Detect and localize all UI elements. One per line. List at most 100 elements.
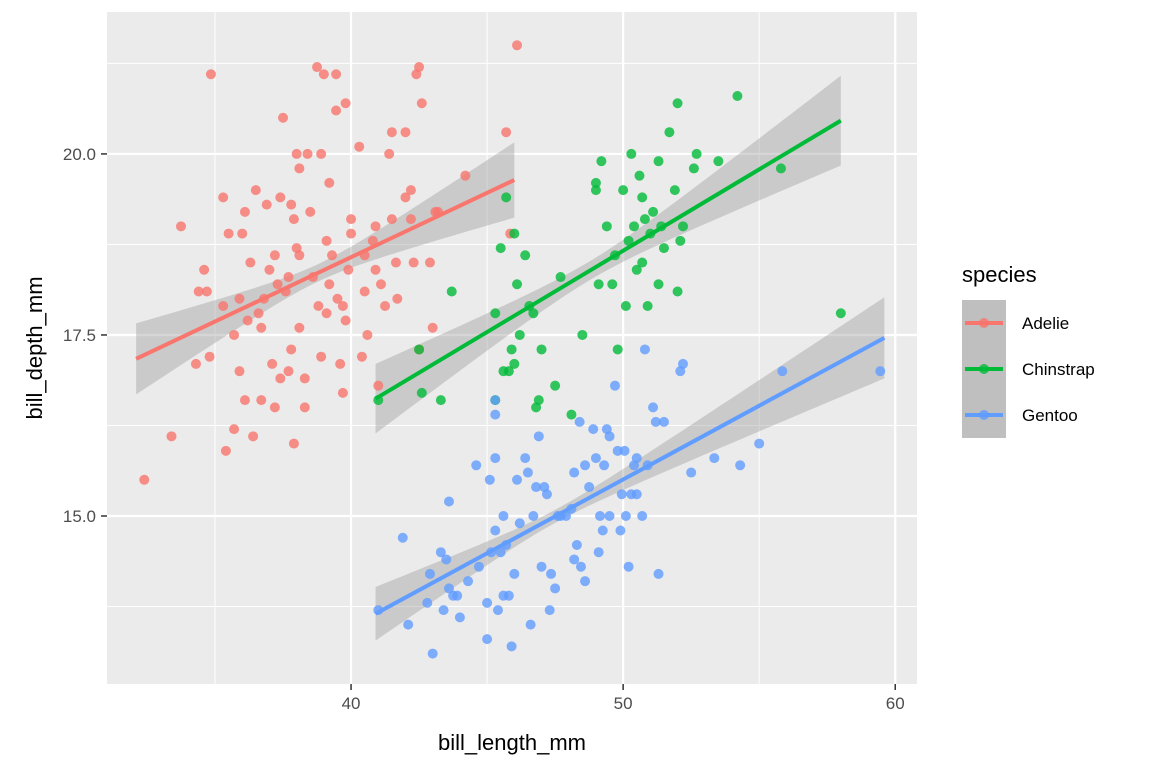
point-adelie: [414, 62, 425, 73]
point-gentoo: [522, 467, 533, 478]
point-gentoo: [619, 445, 630, 456]
point-gentoo: [569, 554, 580, 565]
point-adelie: [299, 373, 310, 384]
x-axis-title: bill_length_mm: [438, 730, 586, 755]
point-adelie: [250, 185, 261, 196]
point-adelie: [267, 358, 278, 369]
point-chinstrap: [446, 286, 457, 297]
x-tick-label: 60: [886, 694, 905, 713]
point-gentoo: [616, 489, 627, 500]
point-adelie: [346, 214, 357, 225]
point-gentoo: [575, 561, 586, 572]
point-adelie: [275, 192, 286, 203]
point-adelie: [299, 402, 310, 413]
point-chinstrap: [596, 156, 607, 167]
point-adelie: [193, 286, 204, 297]
point-adelie: [291, 148, 302, 159]
point-chinstrap: [514, 329, 525, 340]
legend-key-point: [979, 364, 989, 374]
point-gentoo: [590, 453, 601, 464]
point-adelie: [384, 148, 395, 159]
point-chinstrap: [414, 344, 425, 355]
point-gentoo: [658, 416, 669, 427]
point-adelie: [199, 264, 210, 275]
point-gentoo: [571, 539, 582, 550]
point-gentoo: [595, 511, 606, 521]
point-chinstrap: [566, 409, 577, 420]
point-gentoo: [422, 597, 433, 608]
point-gentoo: [503, 590, 514, 601]
point-adelie: [337, 387, 348, 398]
point-adelie: [294, 163, 305, 174]
point-adelie: [305, 206, 316, 217]
point-chinstrap: [528, 308, 539, 319]
point-adelie: [318, 69, 329, 80]
point-gentoo: [604, 511, 615, 521]
point-adelie: [239, 206, 250, 217]
point-adelie: [512, 40, 523, 51]
point-gentoo: [580, 460, 591, 471]
point-adelie: [253, 308, 264, 319]
point-adelie: [229, 424, 240, 435]
point-adelie: [283, 272, 294, 283]
point-chinstrap: [648, 206, 659, 217]
point-adelie: [331, 105, 342, 116]
point-gentoo: [498, 511, 509, 521]
point-gentoo: [490, 409, 501, 420]
point-gentoo: [482, 597, 493, 608]
point-chinstrap: [634, 170, 645, 181]
point-gentoo: [452, 590, 463, 601]
point-adelie: [283, 366, 294, 377]
point-gentoo: [435, 547, 446, 558]
point-gentoo: [438, 605, 449, 616]
point-gentoo: [546, 568, 557, 579]
regression-line-chinstrap: [374, 118, 842, 401]
point-adelie: [405, 185, 416, 196]
point-chinstrap: [509, 358, 520, 369]
point-adelie: [321, 235, 332, 246]
point-gentoo: [637, 511, 648, 521]
point-adelie: [501, 127, 512, 138]
point-gentoo: [541, 489, 552, 500]
point-chinstrap: [631, 264, 642, 275]
point-gentoo: [482, 634, 493, 645]
point-chinstrap: [520, 250, 531, 261]
point-gentoo: [424, 568, 435, 579]
point-gentoo: [490, 453, 501, 464]
point-chinstrap: [642, 301, 653, 311]
x-tick-label: 50: [614, 694, 633, 713]
point-chinstrap: [713, 156, 724, 167]
point-chinstrap: [506, 344, 517, 355]
point-gentoo: [574, 416, 585, 427]
point-gentoo: [492, 605, 503, 616]
point-adelie: [205, 69, 216, 80]
point-adelie: [218, 192, 229, 203]
point-gentoo: [623, 561, 634, 572]
point-adelie: [337, 301, 348, 311]
regression-line-adelie: [135, 178, 516, 361]
point-gentoo: [550, 583, 561, 594]
point-adelie: [176, 221, 187, 232]
point-adelie: [256, 395, 267, 406]
point-chinstrap: [593, 279, 604, 290]
point-chinstrap: [577, 329, 588, 340]
point-adelie: [424, 257, 435, 268]
point-chinstrap: [732, 91, 743, 101]
point-adelie: [201, 286, 212, 297]
y-tick-label: 20.0: [63, 145, 96, 164]
point-adelie: [220, 445, 231, 456]
point-gentoo: [514, 518, 525, 529]
point-gentoo: [709, 453, 720, 464]
point-gentoo: [520, 453, 531, 464]
point-gentoo: [544, 605, 555, 616]
legend-key-point: [979, 410, 989, 420]
point-adelie: [321, 308, 332, 319]
point-chinstrap: [536, 344, 547, 355]
point-gentoo: [754, 438, 765, 449]
point-adelie: [324, 279, 335, 290]
legend-label: Adelie: [1022, 314, 1069, 333]
point-gentoo: [525, 619, 536, 630]
point-chinstrap: [653, 156, 664, 167]
point-chinstrap: [629, 221, 640, 232]
